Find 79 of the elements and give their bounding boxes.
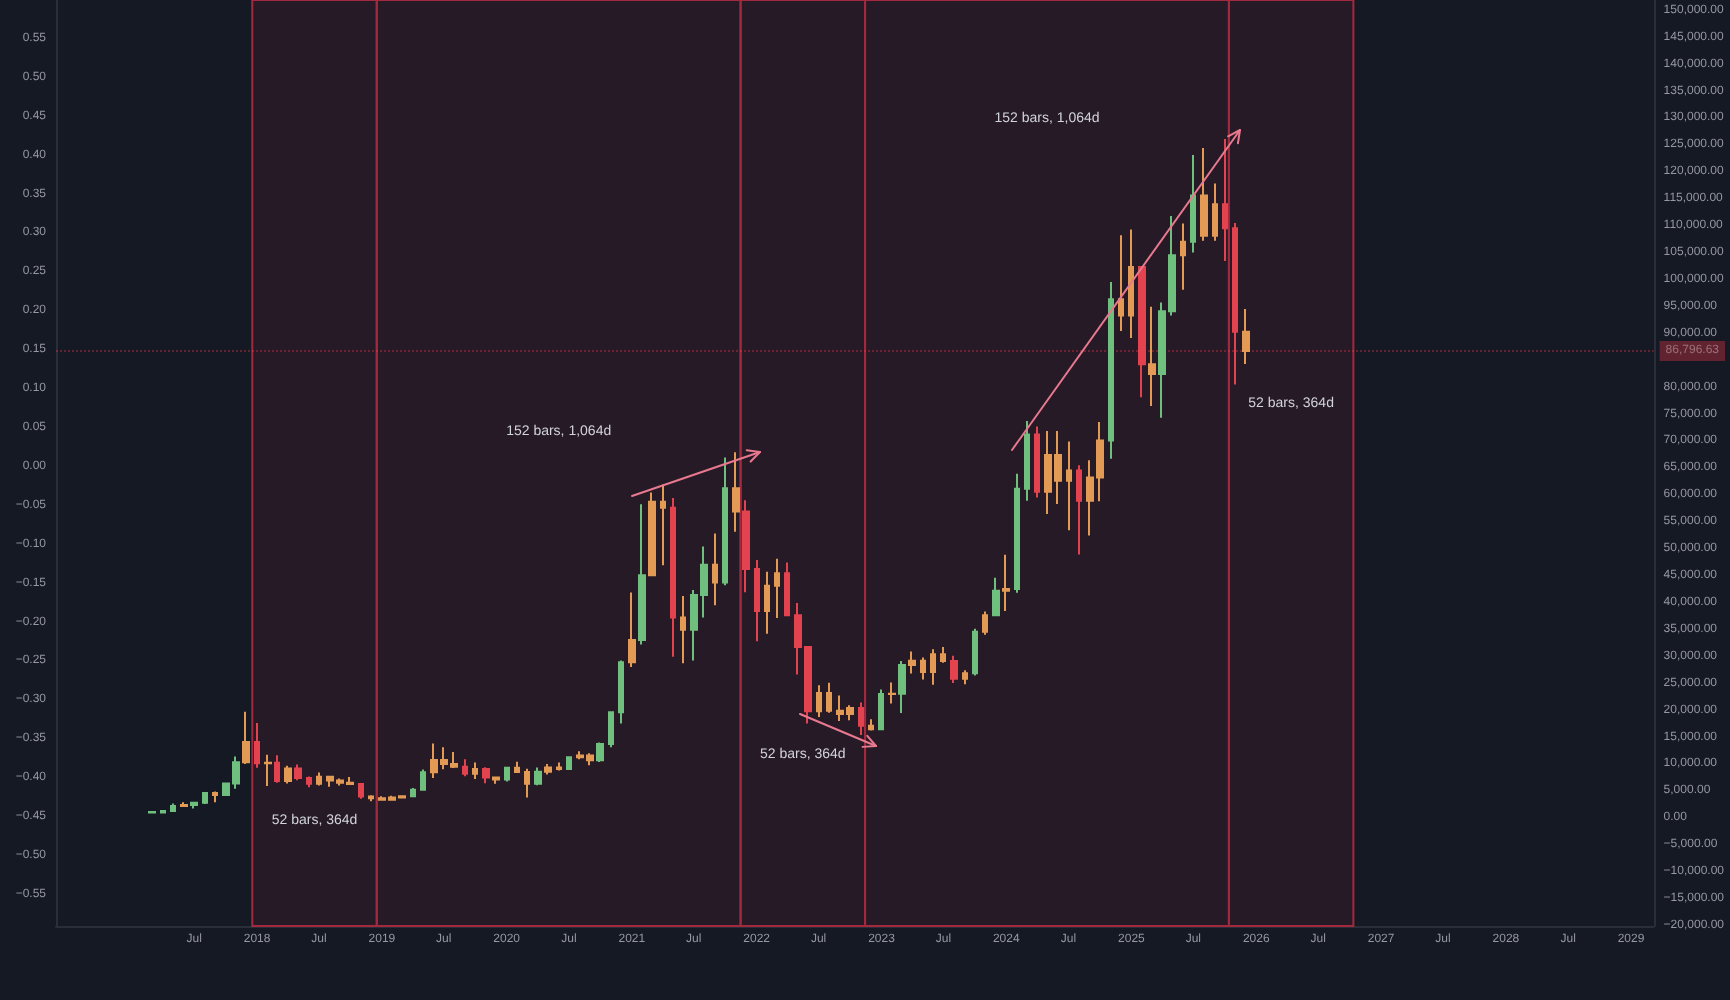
candlestick (368, 794, 374, 803)
candlestick (420, 768, 426, 791)
candlestick (982, 610, 988, 636)
candlestick (712, 532, 718, 607)
candlestick (1108, 281, 1114, 460)
candlestick (212, 790, 218, 804)
candlestick (358, 782, 364, 800)
candlestick (242, 710, 250, 765)
candlestick (294, 763, 302, 782)
candlestick (628, 591, 636, 668)
candlestick (608, 711, 614, 749)
candlestick (274, 754, 280, 784)
candlestick (1138, 265, 1146, 399)
candlestick (410, 786, 416, 798)
candlestick (1128, 228, 1134, 340)
candlestick (1212, 182, 1218, 242)
candlestick (524, 767, 530, 799)
candlestick (920, 656, 926, 681)
candlestick (784, 561, 790, 617)
candlestick (908, 650, 916, 675)
candlestick (514, 760, 520, 774)
candlestick (1066, 440, 1072, 532)
candlestick (596, 741, 604, 764)
candlestick (1222, 137, 1228, 263)
candlestick (1076, 464, 1082, 556)
candlestick (868, 718, 874, 732)
candlestick (670, 496, 676, 658)
candlestick (472, 761, 478, 781)
candlestick (858, 701, 864, 736)
candlestick (1242, 308, 1250, 365)
candlestick (264, 753, 272, 788)
candlestick (180, 801, 188, 807)
candlestick (566, 755, 572, 771)
candlestick (1002, 553, 1010, 613)
candlestick (774, 557, 780, 620)
candlestick (940, 646, 946, 664)
candlestick (1190, 154, 1196, 254)
candlestick (254, 722, 260, 769)
candlestick (618, 659, 624, 725)
candlestick (1200, 147, 1208, 242)
candlestick (1232, 221, 1238, 386)
candlestick (680, 594, 686, 665)
candlestick (816, 684, 822, 719)
candlestick (1024, 420, 1030, 502)
candlestick (170, 802, 176, 813)
candlestick (764, 570, 770, 635)
candlestick (972, 627, 978, 677)
candlestick (648, 491, 656, 578)
candlestick (754, 558, 760, 643)
candlestick (950, 654, 958, 684)
candlestick (888, 681, 896, 705)
candlestick (556, 761, 562, 772)
candlestick (1118, 234, 1124, 333)
candlestick (1180, 222, 1186, 291)
candlestick (482, 766, 490, 785)
candlestick (504, 765, 510, 783)
candlestick (284, 764, 292, 785)
candlestick (1034, 425, 1040, 499)
candlestick (1014, 472, 1020, 594)
candlestick (534, 766, 542, 787)
candlestick (544, 763, 552, 776)
candlestick (660, 483, 666, 567)
candlestick (826, 681, 832, 714)
candlestick (992, 576, 1000, 617)
candlestick (316, 771, 322, 787)
candlestick (1148, 305, 1156, 407)
candlestick (462, 758, 468, 778)
candlestick (962, 669, 968, 686)
candlestick (898, 660, 906, 715)
candlestick (638, 503, 646, 646)
candlestick (930, 648, 936, 686)
candlestick (732, 451, 740, 533)
candlestick (492, 775, 500, 785)
candlestick (722, 456, 728, 587)
candlestick (306, 775, 312, 789)
candlestick (742, 499, 750, 594)
candlestick (878, 688, 884, 731)
candlestick (202, 791, 208, 805)
candlestick (190, 801, 198, 810)
